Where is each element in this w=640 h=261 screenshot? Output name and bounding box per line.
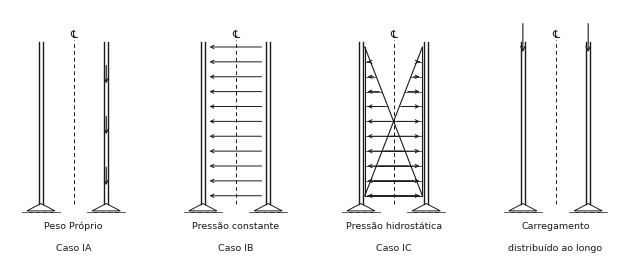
Text: Caso IA: Caso IA <box>56 244 92 253</box>
Text: Caso IC: Caso IC <box>376 244 412 253</box>
Text: Carregamento: Carregamento <box>521 222 590 231</box>
Text: ℄: ℄ <box>232 31 239 40</box>
Text: Caso IB: Caso IB <box>218 244 253 253</box>
Text: ℄: ℄ <box>390 31 397 40</box>
Text: distribuído ao longo: distribuído ao longo <box>508 244 603 253</box>
Text: ℄: ℄ <box>552 31 559 40</box>
Text: Pressão constante: Pressão constante <box>192 222 279 231</box>
Text: Pressão hidrostática: Pressão hidrostática <box>346 222 442 231</box>
Text: ℄: ℄ <box>70 31 77 40</box>
Text: Peso Próprio: Peso Próprio <box>44 222 103 231</box>
